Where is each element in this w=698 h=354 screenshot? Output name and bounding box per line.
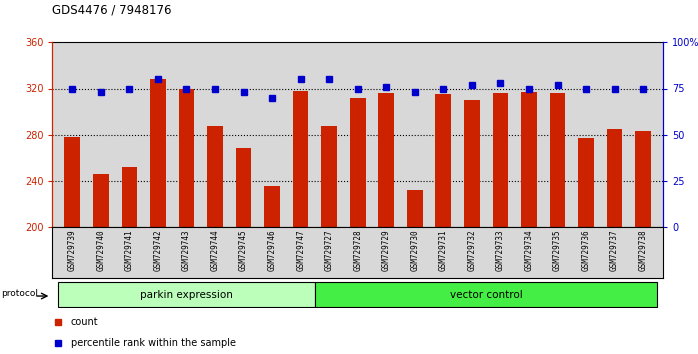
Text: GSM729736: GSM729736 xyxy=(581,229,591,271)
Bar xyxy=(493,93,508,227)
Text: GSM729746: GSM729746 xyxy=(267,229,276,271)
Text: GSM729737: GSM729737 xyxy=(610,229,619,271)
Text: GSM729740: GSM729740 xyxy=(96,229,105,271)
Text: GSM729743: GSM729743 xyxy=(182,229,191,271)
Bar xyxy=(378,93,394,227)
Text: GSM729744: GSM729744 xyxy=(211,229,220,271)
Text: GDS4476 / 7948176: GDS4476 / 7948176 xyxy=(52,4,172,17)
Text: GSM729747: GSM729747 xyxy=(296,229,305,271)
Bar xyxy=(150,79,166,227)
Bar xyxy=(607,129,623,227)
Text: vector control: vector control xyxy=(450,290,523,300)
Text: GSM729727: GSM729727 xyxy=(325,229,334,271)
Text: GSM729738: GSM729738 xyxy=(639,229,648,271)
Text: GSM729732: GSM729732 xyxy=(468,229,476,271)
Bar xyxy=(64,137,80,227)
Bar xyxy=(292,91,309,227)
Text: GSM729745: GSM729745 xyxy=(239,229,248,271)
Text: GSM729733: GSM729733 xyxy=(496,229,505,271)
Text: GSM729741: GSM729741 xyxy=(125,229,134,271)
Text: protocol: protocol xyxy=(1,289,38,298)
Text: percentile rank within the sample: percentile rank within the sample xyxy=(70,338,236,348)
Bar xyxy=(635,131,651,227)
Text: GSM729728: GSM729728 xyxy=(353,229,362,271)
Bar xyxy=(121,167,138,227)
Text: GSM729731: GSM729731 xyxy=(439,229,448,271)
Bar xyxy=(236,148,251,227)
Bar xyxy=(207,126,223,227)
Text: count: count xyxy=(70,317,98,327)
FancyBboxPatch shape xyxy=(315,282,658,307)
Bar xyxy=(179,88,194,227)
Bar xyxy=(436,94,451,227)
Text: parkin expression: parkin expression xyxy=(140,290,233,300)
Bar xyxy=(521,92,537,227)
Bar xyxy=(464,100,480,227)
Bar xyxy=(549,93,565,227)
Bar xyxy=(265,186,280,227)
Bar xyxy=(407,190,423,227)
Text: GSM729734: GSM729734 xyxy=(524,229,533,271)
Bar xyxy=(578,138,594,227)
Bar xyxy=(350,98,366,227)
Bar xyxy=(93,174,109,227)
Bar xyxy=(321,126,337,227)
FancyBboxPatch shape xyxy=(58,282,315,307)
Text: GSM729735: GSM729735 xyxy=(553,229,562,271)
Text: GSM729729: GSM729729 xyxy=(382,229,391,271)
Text: GSM729739: GSM729739 xyxy=(68,229,77,271)
Text: GSM729730: GSM729730 xyxy=(410,229,419,271)
Text: GSM729742: GSM729742 xyxy=(154,229,163,271)
